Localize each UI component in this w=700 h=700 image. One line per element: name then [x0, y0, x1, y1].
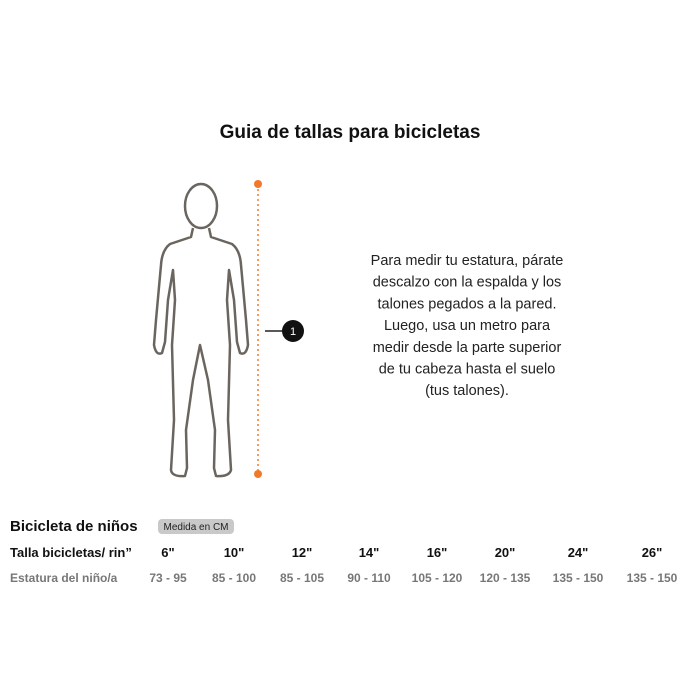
table-cell: 12" — [292, 545, 313, 560]
size-table: Talla bicicletas/ rin” 6" 10" 12" 14" 16" 20" 2… — [10, 545, 678, 585]
description-line: Luego, usa un metro para — [384, 318, 551, 334]
table-cell: 73 - 95 — [149, 571, 187, 585]
row-label: Estatura del niño/a — [10, 571, 118, 585]
description-line: (tus talones). — [425, 383, 509, 399]
table-cell: 120 - 135 — [480, 571, 531, 585]
row-label: Talla bicicletas/ rin” — [10, 545, 132, 560]
table-cell: 135 - 150 — [627, 571, 678, 585]
table-cell: 85 - 105 — [280, 571, 324, 585]
table-cell: 105 - 120 — [412, 571, 463, 585]
marker-label: 1 — [290, 326, 296, 338]
table-cell: 85 - 100 — [212, 571, 256, 585]
height-ruler — [254, 180, 304, 478]
description-line: medir desde la parte superior — [373, 340, 562, 356]
description-line: Para medir tu estatura, párate — [371, 253, 564, 269]
description: Para medir tu estatura, párate descalzo c… — [371, 253, 564, 399]
badge: Medida en CM — [163, 522, 228, 533]
table-cell: 14" — [359, 545, 380, 560]
table-title: Bicicleta de niños — [10, 518, 138, 535]
description-line: talones pegados a la pared. — [378, 296, 557, 312]
table-cell: 90 - 110 — [347, 571, 391, 585]
table-cell: 135 - 150 — [553, 571, 604, 585]
page-title: Guia de tallas para bicicletas — [220, 122, 481, 143]
table-cell: 24" — [568, 545, 589, 560]
badge-bg — [158, 519, 234, 534]
table-cell: 20" — [495, 545, 516, 560]
body-figure — [152, 182, 250, 478]
table-cell: 26" — [642, 545, 663, 560]
table-cell: 6" — [161, 545, 174, 560]
table-cell: 10" — [224, 545, 245, 560]
description-line: descalzo con la espalda y los — [373, 275, 562, 291]
description-line: de tu cabeza hasta el suelo — [379, 362, 556, 378]
table-cell: 16" — [427, 545, 448, 560]
